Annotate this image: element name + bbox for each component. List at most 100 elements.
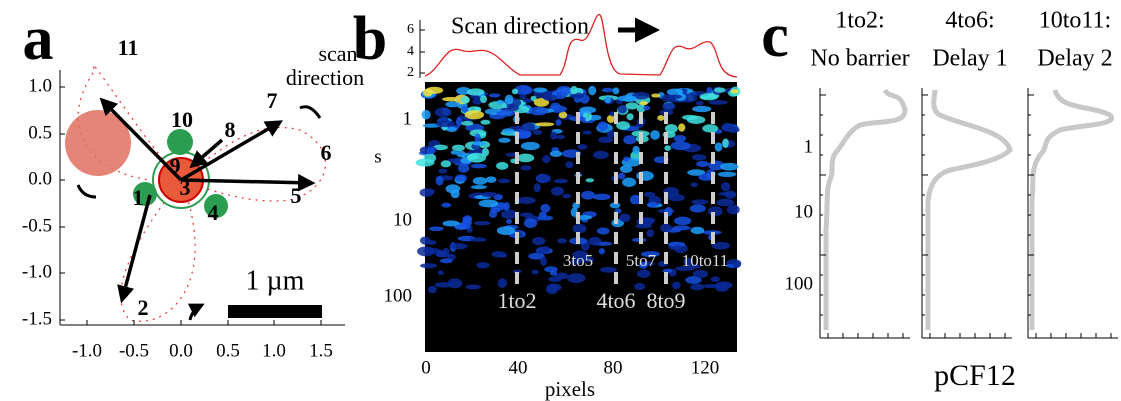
heat-blob xyxy=(618,213,631,223)
heat-blob xyxy=(434,107,452,118)
x-tick-label: 120 xyxy=(691,357,720,378)
heat-blob xyxy=(588,236,602,246)
y-tick-label: 1.0 xyxy=(28,75,52,96)
heat-blob xyxy=(623,135,637,145)
heat-blob xyxy=(454,174,468,182)
x-tick-label: 1.0 xyxy=(262,340,286,361)
heat-blob xyxy=(516,196,536,205)
heat-blob xyxy=(597,121,609,132)
heat-blob xyxy=(557,238,567,244)
y-tick-label: -1.5 xyxy=(22,308,52,329)
y-label: s xyxy=(374,146,381,167)
heat-blob xyxy=(622,177,637,188)
heat-blob xyxy=(461,120,474,126)
heat-blob xyxy=(496,161,509,170)
panel-label: a xyxy=(23,5,54,73)
heat-blob xyxy=(478,199,499,208)
heat-blob xyxy=(565,161,574,169)
heat-blob xyxy=(540,203,551,213)
heat-blob xyxy=(718,191,737,196)
heat-blob xyxy=(428,226,444,232)
heat-blob xyxy=(708,100,728,105)
heat-blob xyxy=(612,87,620,95)
point-label: 5 xyxy=(291,183,302,208)
heat-blob xyxy=(446,127,458,132)
heat-blob xyxy=(470,163,487,169)
heat-blob xyxy=(497,278,508,288)
heat-blob xyxy=(662,102,676,111)
heat-blob xyxy=(636,170,654,181)
marker-label: 1to2 xyxy=(497,288,536,313)
heat-blob xyxy=(457,163,470,173)
point-label: 3 xyxy=(180,175,191,200)
scale-bar xyxy=(228,305,322,318)
heat-blob xyxy=(461,219,472,228)
heat-blob xyxy=(710,276,720,283)
heat-blob xyxy=(496,226,516,236)
heat-blob xyxy=(533,183,541,193)
heat-blob xyxy=(548,276,562,282)
heat-blob xyxy=(646,229,655,238)
heat-blob xyxy=(555,134,565,140)
heat-blob xyxy=(690,283,705,291)
y-tick-label: 100 xyxy=(785,273,814,294)
panel-a: 1 µm scan direction a xyxy=(23,5,364,326)
heat-blob xyxy=(629,194,641,205)
heat-blob xyxy=(544,266,558,273)
heat-blob xyxy=(460,96,470,104)
heat-blob xyxy=(660,223,672,233)
heat-blob xyxy=(657,114,665,121)
heat-blob xyxy=(442,220,460,227)
x-tick-label: 40 xyxy=(509,357,528,378)
heat-blob xyxy=(498,137,511,143)
heat-blob xyxy=(423,88,433,97)
heat-blob xyxy=(440,160,452,168)
heat-blob xyxy=(427,285,437,294)
heat-blob xyxy=(707,206,723,217)
heat-blob xyxy=(520,165,532,171)
heat-blob xyxy=(550,102,561,111)
heat-blob xyxy=(616,121,630,130)
heat-blob xyxy=(643,217,656,224)
heat-blob xyxy=(581,190,595,200)
heat-blob xyxy=(481,147,490,157)
heat-blob xyxy=(445,101,461,108)
heat-blob xyxy=(476,261,490,269)
heat-blob xyxy=(500,209,518,219)
point-label: 7 xyxy=(267,88,278,113)
heat-blob xyxy=(601,87,614,93)
heat-blob xyxy=(670,141,691,151)
heat-blob xyxy=(721,122,734,132)
heat-blob xyxy=(675,266,695,272)
heat-blob xyxy=(692,269,709,279)
heat-blob xyxy=(535,122,555,127)
x-tick-label: -0.5 xyxy=(119,340,149,361)
heat-blob xyxy=(464,110,485,120)
heat-blob xyxy=(623,156,630,162)
heat-blob xyxy=(441,202,452,208)
heat-blob xyxy=(702,124,719,133)
top-tick-label: 2 xyxy=(407,65,414,80)
heat-blob xyxy=(488,93,501,98)
marker-label: 8to9 xyxy=(646,288,685,313)
y-tick-label: 0.0 xyxy=(28,168,52,189)
top-tick-label: 6 xyxy=(407,22,414,37)
column-title: 10to11: xyxy=(1039,8,1111,34)
heat-blob xyxy=(711,241,731,250)
heat-blob xyxy=(553,178,568,184)
heat-blob xyxy=(449,243,468,250)
heat-blob xyxy=(520,141,540,151)
heat-blob xyxy=(420,263,438,269)
annotation: scan xyxy=(318,41,357,66)
heat-blob xyxy=(519,212,534,217)
red-disc xyxy=(65,110,131,176)
heat-blob xyxy=(450,150,458,155)
heat-blob xyxy=(671,281,681,290)
heat-blob xyxy=(699,93,718,101)
heat-blob xyxy=(540,256,547,266)
x-label: pixels xyxy=(545,377,595,401)
heat-blob xyxy=(514,85,532,95)
heat-blob xyxy=(667,193,685,202)
heat-blob xyxy=(455,117,463,127)
heat-blob xyxy=(720,182,731,192)
